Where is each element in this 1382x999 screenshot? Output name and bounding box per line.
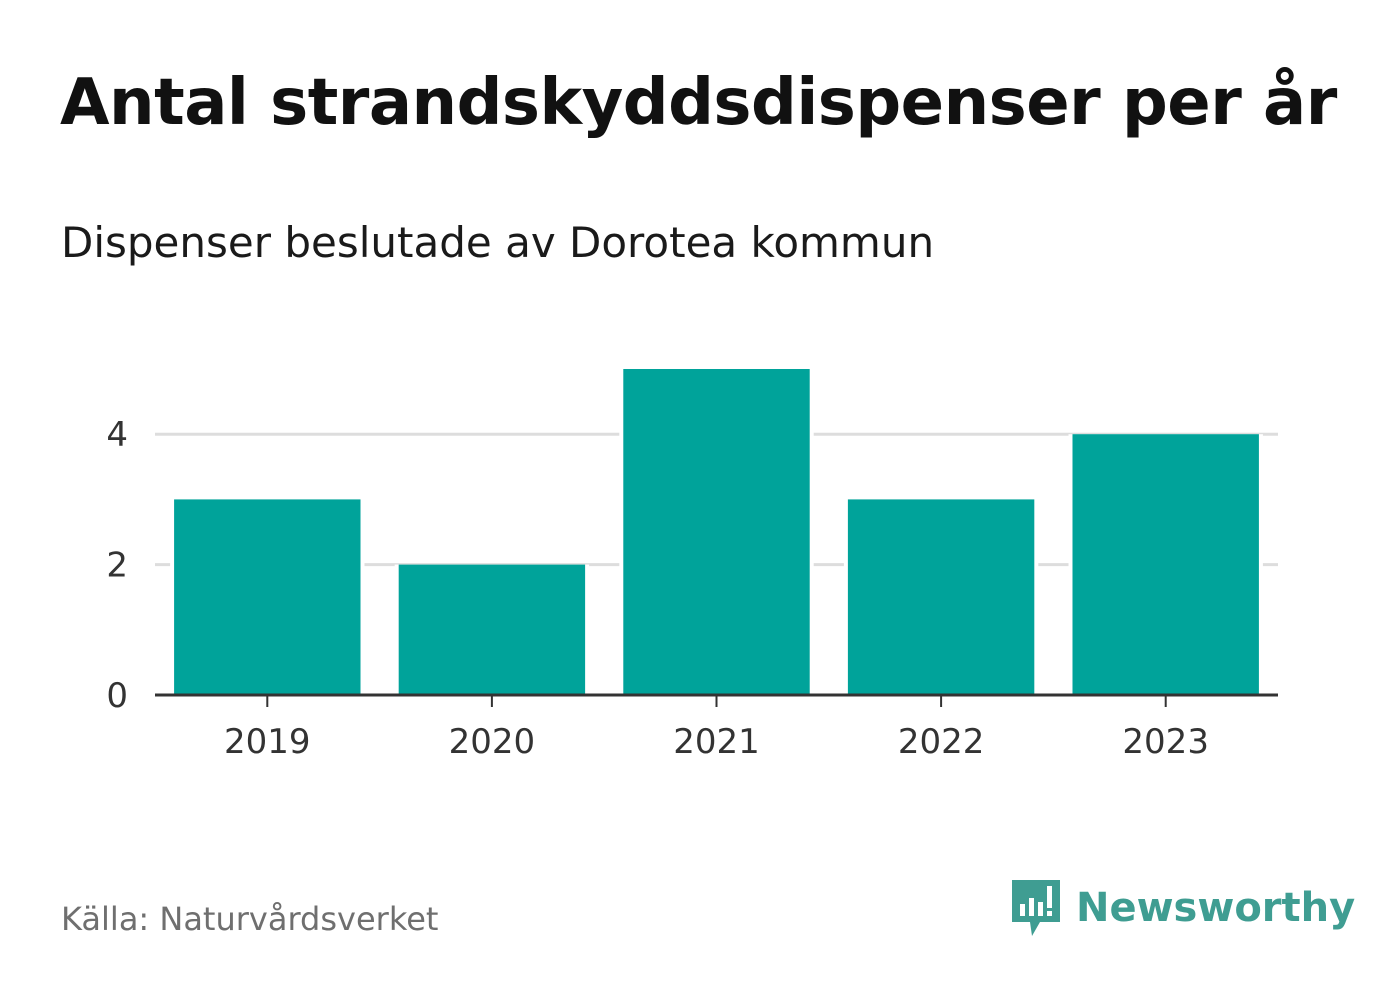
y-tick-label: 0 — [106, 676, 128, 716]
newsworthy-logo: Newsworthy — [1010, 878, 1355, 938]
bar-2022 — [847, 499, 1035, 695]
bar-2023 — [1072, 434, 1259, 695]
y-tick-label: 4 — [106, 415, 128, 455]
newsworthy-icon — [1012, 880, 1060, 936]
x-tick-label: 2019 — [224, 722, 311, 762]
axes: 0 2 4 2019 2020 2021 2022 2023 — [106, 415, 1278, 762]
chart-subtitle: Dispenser beslutade av Dorotea kommun — [61, 218, 935, 267]
brand-name: Newsworthy — [1076, 885, 1356, 931]
x-tick-label: 2021 — [673, 722, 760, 762]
x-tick-label: 2023 — [1122, 722, 1209, 762]
x-tick-label: 2020 — [449, 722, 536, 762]
x-tick-label: 2022 — [898, 722, 985, 762]
chart-title: Antal strandskyddsdispenser per år — [60, 66, 1337, 140]
bar-2019 — [174, 499, 361, 695]
bars — [170, 369, 1263, 695]
source-note: Källa: Naturvårdsverket — [61, 900, 439, 938]
bar-2021 — [623, 369, 810, 695]
y-tick-label: 2 — [106, 546, 128, 586]
bar-2020 — [398, 564, 586, 695]
